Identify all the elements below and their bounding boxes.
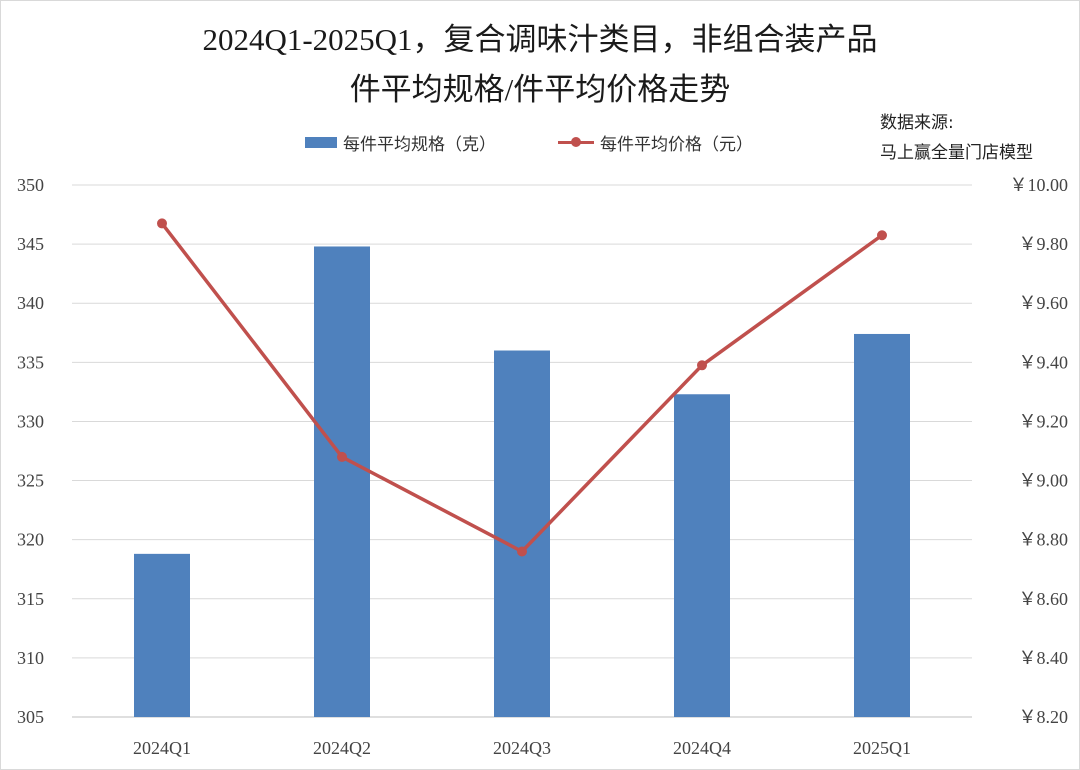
bar bbox=[134, 553, 190, 717]
line-series bbox=[157, 218, 887, 557]
legend-item-bar: 每件平均规格（克） bbox=[305, 130, 496, 155]
left-tick-label: 340 bbox=[17, 293, 44, 313]
bar-series bbox=[134, 246, 910, 717]
line-point bbox=[517, 546, 527, 557]
source-name: 马上赢全量门店模型 bbox=[880, 143, 1033, 163]
x-tick-label: 2024Q3 bbox=[493, 738, 551, 758]
legend-bar-swatch bbox=[305, 136, 337, 148]
right-tick-label: ￥8.20 bbox=[1019, 707, 1069, 727]
bar bbox=[674, 394, 730, 717]
left-tick-label: 330 bbox=[17, 411, 44, 431]
right-tick-label: ￥8.40 bbox=[1019, 648, 1069, 668]
right-tick-label: ￥9.40 bbox=[1019, 352, 1069, 372]
x-tick-label: 2024Q4 bbox=[673, 738, 731, 758]
source-label: 数据来源: bbox=[880, 113, 954, 133]
bar bbox=[854, 333, 910, 717]
right-tick-label: ￥8.80 bbox=[1019, 530, 1069, 550]
legend-item-line: 每件平均价格（元） bbox=[558, 130, 753, 155]
left-tick-label: 325 bbox=[17, 471, 44, 491]
left-tick-label: 310 bbox=[17, 648, 44, 668]
x-tick-label: 2024Q1 bbox=[133, 738, 191, 758]
left-axis-ticks: 305 310 315 320 325 330 335 340 345 350 bbox=[17, 175, 44, 727]
chart-title-line1: 2024Q1-2025Q1，复合调味汁类目，非组合装产品 bbox=[202, 22, 878, 57]
right-tick-label: ￥9.80 bbox=[1019, 234, 1069, 254]
chart-title-line2: 件平均规格/件平均价格走势 bbox=[349, 72, 731, 107]
left-tick-label: 315 bbox=[17, 589, 44, 609]
x-tick-label: 2025Q1 bbox=[853, 738, 911, 758]
left-tick-label: 320 bbox=[17, 530, 44, 550]
right-tick-label: ￥9.60 bbox=[1019, 293, 1069, 313]
left-tick-label: 335 bbox=[17, 352, 44, 372]
right-tick-label: ￥9.00 bbox=[1019, 471, 1069, 491]
legend-line-swatch bbox=[558, 137, 594, 147]
left-tick-label: 350 bbox=[17, 175, 44, 195]
x-axis-ticks: 2024Q1 2024Q2 2024Q3 2024Q4 2025Q1 bbox=[133, 738, 911, 758]
bar bbox=[314, 246, 370, 717]
line-point bbox=[877, 230, 887, 241]
left-tick-label: 345 bbox=[17, 234, 44, 254]
legend-line-label: 每件平均价格（元） bbox=[600, 134, 753, 155]
legend-bar-label: 每件平均规格（克） bbox=[343, 134, 496, 155]
right-axis-ticks: ￥8.20 ￥8.40 ￥8.60 ￥8.80 ￥9.00 ￥9.20 ￥9.40 ￥9.60… bbox=[1010, 175, 1069, 727]
bar bbox=[494, 350, 550, 717]
x-tick-label: 2024Q2 bbox=[313, 738, 371, 758]
left-tick-label: 305 bbox=[17, 707, 44, 727]
right-tick-label: ￥9.20 bbox=[1019, 411, 1069, 431]
right-tick-label: ￥10.00 bbox=[1010, 175, 1069, 195]
right-tick-label: ￥8.60 bbox=[1019, 589, 1069, 609]
line-point bbox=[157, 218, 167, 229]
line-point bbox=[337, 451, 347, 462]
line-point bbox=[697, 360, 707, 371]
